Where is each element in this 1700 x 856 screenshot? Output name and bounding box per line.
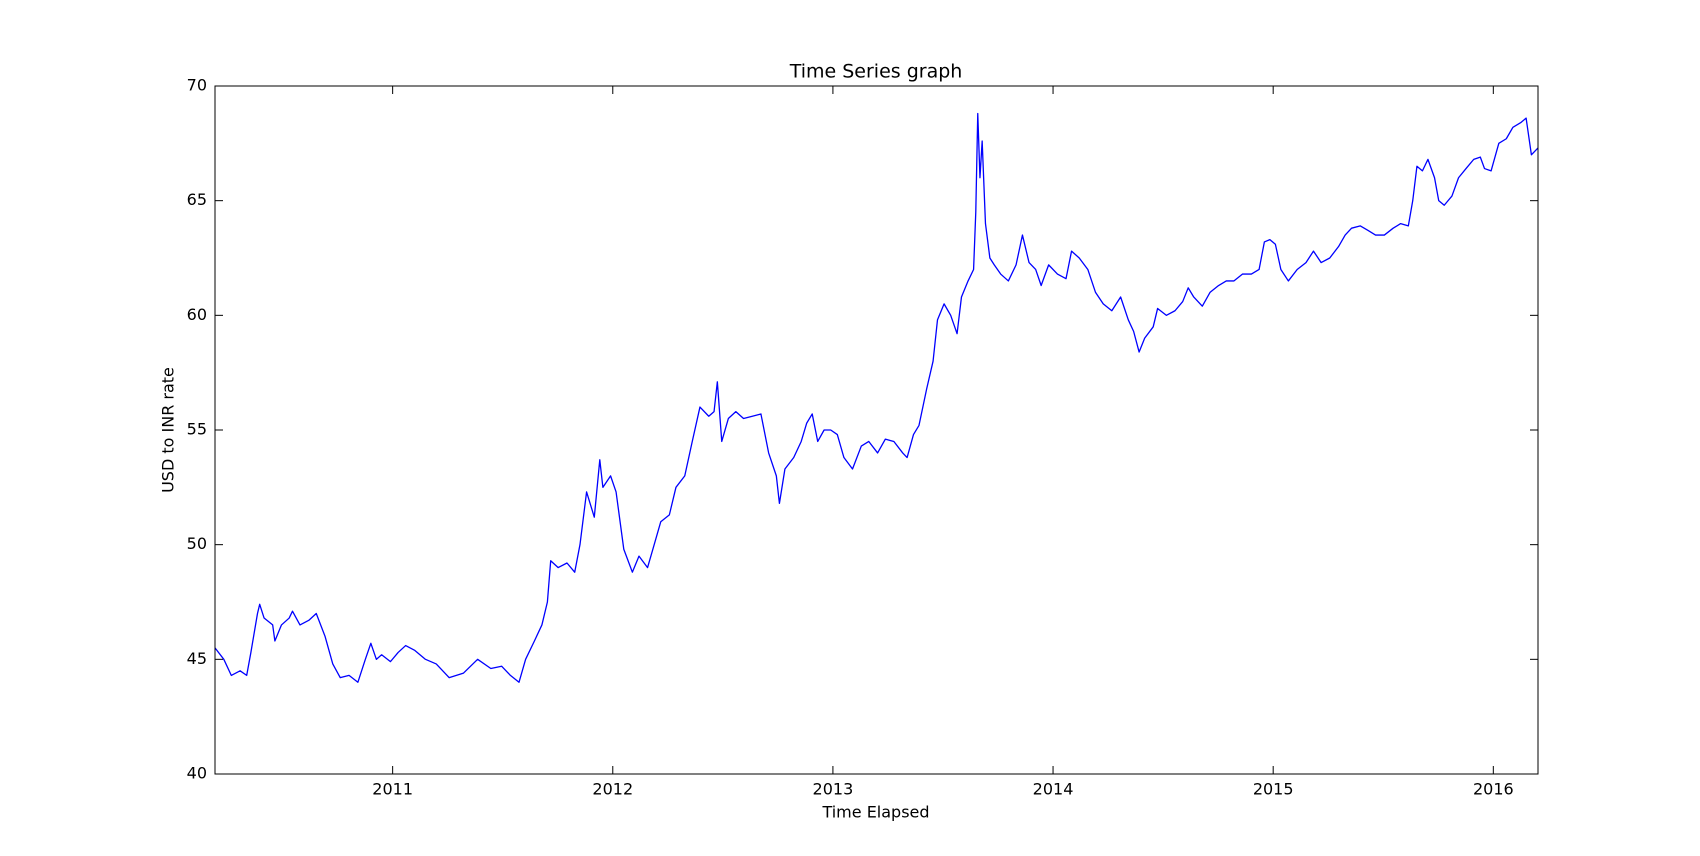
x-tick-label: 2016 [1473,780,1514,799]
data-line [214,112,1539,683]
x-tick-label: 2011 [372,780,413,799]
x-tick-label: 2014 [1033,780,1074,799]
y-tick-label: 70 [187,76,207,95]
y-axis-label: USD to INR rate [159,367,178,493]
x-axis-label: Time Elapsed [821,803,929,822]
y-tick-label: 55 [187,420,207,439]
x-tick-label: 2015 [1253,780,1294,799]
chart-title: Time Series graph [789,61,963,83]
y-tick-label: 40 [187,764,207,783]
x-tick-label: 2012 [592,780,633,799]
y-tick-label: 50 [187,534,207,553]
y-tick-label: 60 [187,305,207,324]
y-tick-label: 65 [187,190,207,209]
y-tick-label: 45 [187,649,207,668]
x-tick-label: 2013 [813,780,854,799]
